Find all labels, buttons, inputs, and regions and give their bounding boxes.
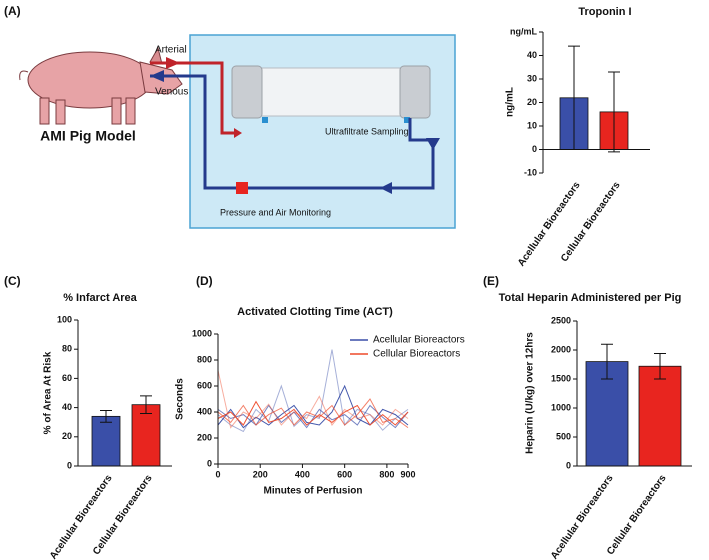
y-tick-label: 40 [62,402,72,412]
bar [131,404,161,467]
x-tick-label: 200 [253,469,268,479]
y-tick-label: 10 [527,120,537,130]
legend-label: Acellular Bioreactors [373,335,465,346]
x-tick-label: 900 [400,469,415,479]
bioreactor [231,65,431,123]
y-tick-label: 1000 [551,402,571,412]
x-axis-label: Minutes of Perfusion [264,486,363,497]
error-bar [140,395,152,414]
venous-line [150,74,435,190]
venous-label: Venous [155,87,188,98]
legend-label: Cellular Bioreactors [373,349,460,360]
error-bar [100,410,112,423]
x-tick-label: Acellular Bioreactors [549,473,616,560]
bar [91,415,121,467]
y-axis-label: ng/mL [505,87,516,117]
y-tick-label: 2000 [551,344,571,354]
chart-title: Troponin I [578,6,631,18]
x-tick-label: 800 [379,469,394,479]
series-line [217,398,409,429]
y-tick-label: 20 [527,97,537,107]
x-tick-label: 600 [337,469,352,479]
y-tick-label: 0 [566,460,571,470]
panel-label: (D) [196,274,213,288]
y-tick-label: 400 [197,406,212,416]
error-bar [608,71,620,153]
panel-label: (C) [4,274,21,288]
y-tick-label: 20 [62,431,72,441]
y-tick-label: 0 [67,460,72,470]
y-tick-label: 500 [556,431,571,441]
y-tick-label: 1000 [192,328,212,338]
chart-title: Total Heparin Administered per Pig [499,292,682,304]
model-label: AMI Pig Model [40,128,136,144]
arterial-arrow [166,57,242,138]
chart-title: Activated Clotting Time (ACT) [237,306,393,318]
y-tick-label: 200 [197,432,212,442]
pig [19,46,183,125]
y-tick-label: 40 [527,50,537,60]
panel-label: (E) [483,274,499,288]
x-tick-label: Cellular Bioreactors [605,473,669,558]
series-line [217,349,409,433]
y-tick-label: 0 [532,144,537,154]
series-line [217,384,409,429]
monitor-box [236,182,248,194]
y-tick-label: -10 [524,167,537,177]
y-tick-label: 60 [62,373,72,383]
y-tick-label: 0 [207,458,212,468]
bar [638,365,682,467]
arterial-line [150,61,238,135]
error-bar [654,352,666,380]
arterial-label: Arterial [155,45,187,56]
y-tick-label: 1500 [551,373,571,383]
y-tick-label: 800 [197,354,212,364]
y-tick-label: 30 [527,73,537,83]
sampling-label: Ultrafiltrate Sampling [325,126,409,136]
y-axis-label: Seconds [175,378,186,420]
y-tick-label: 2500 [551,315,571,325]
y-tick-label: 100 [57,314,72,324]
panel-label: (A) [4,4,21,18]
series-line [217,400,409,426]
chart-title: % Infarct Area [63,292,137,304]
error-bar [601,343,613,380]
y-tick-label: 600 [197,380,212,390]
x-tick-label: 400 [295,469,310,479]
monitoring-label: Pressure and Air Monitoring [220,207,331,217]
y-axis-label: % of Area At Risk [43,351,54,434]
x-tick-label: 0 [215,469,220,479]
y-tick-label: ng/mL [510,26,537,36]
y-tick-label: 80 [62,344,72,354]
y-axis-label: Heparin (U/kg) over 12hrs [525,332,536,454]
